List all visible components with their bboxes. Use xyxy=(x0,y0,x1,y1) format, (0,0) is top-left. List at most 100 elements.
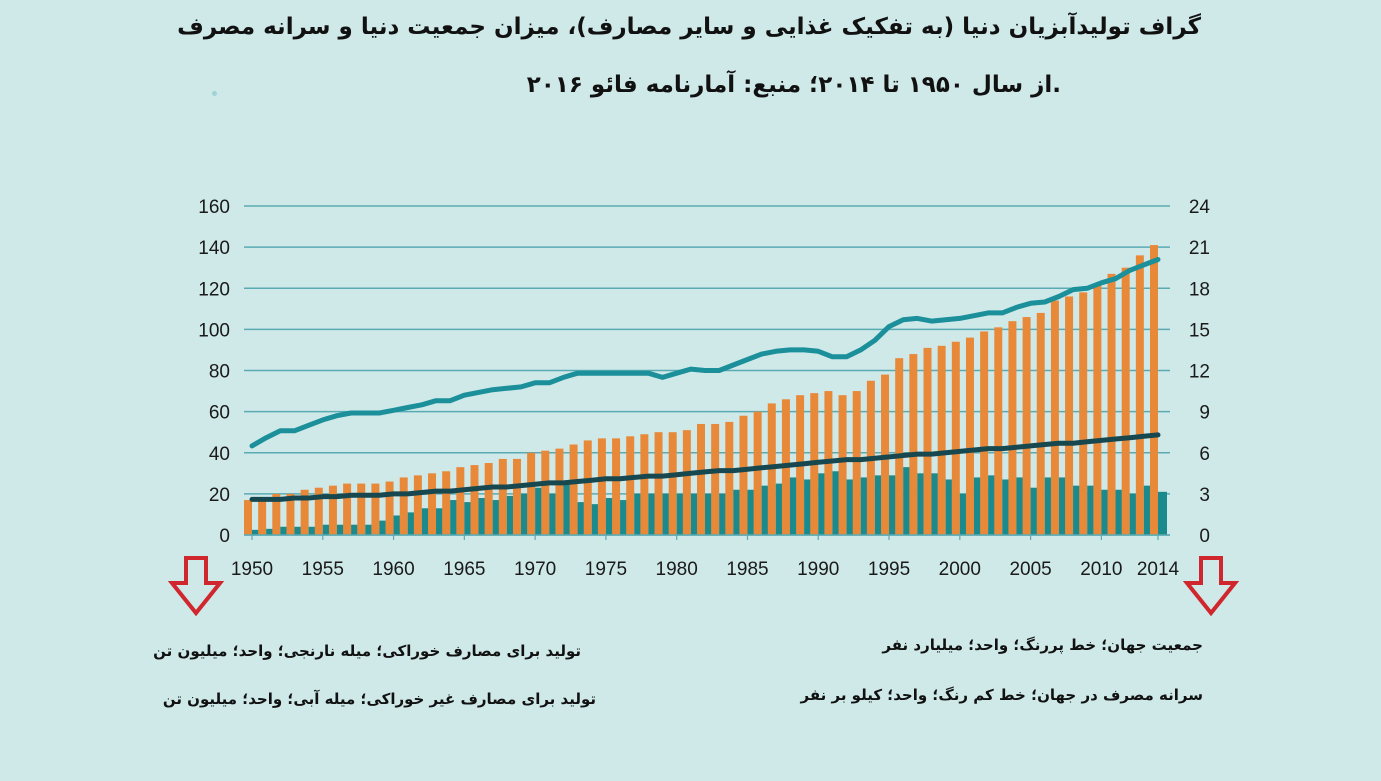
food-bar xyxy=(682,430,691,535)
food-bar xyxy=(923,347,932,535)
nonfood-bar xyxy=(648,493,658,535)
food-bar xyxy=(583,440,592,535)
nonfood-bar xyxy=(407,512,417,535)
nonfood-bar xyxy=(549,493,559,535)
nonfood-bar xyxy=(421,508,431,535)
food-bar xyxy=(640,434,649,535)
y-left-tick-label: 60 xyxy=(209,403,230,424)
chart-title-line-2: .از سال ۱۹۵۰ تا ۲۰۱۴؛ منبع: آمارنامه فائ… xyxy=(526,72,1061,98)
nonfood-bar xyxy=(1073,485,1083,535)
food-bar xyxy=(937,345,946,535)
food-bar xyxy=(597,438,606,535)
nonfood-bar xyxy=(393,515,403,535)
down-arrow-icon-right xyxy=(1183,556,1239,617)
y-right-tick-label: 0 xyxy=(1199,526,1210,547)
food-bar xyxy=(413,475,422,535)
food-bar xyxy=(541,450,550,535)
food-bar xyxy=(1022,317,1031,535)
nonfood-bar xyxy=(280,526,290,535)
nonfood-bar xyxy=(506,495,516,535)
food-bar xyxy=(385,481,394,535)
nonfood-bar xyxy=(577,502,587,535)
nonfood-bar xyxy=(832,471,842,535)
food-bar xyxy=(654,432,663,535)
nonfood-bar xyxy=(478,497,488,535)
x-tick-label: 1990 xyxy=(797,559,839,580)
food-bar xyxy=(314,487,323,535)
food-bar xyxy=(569,444,578,535)
x-tick-label: 1985 xyxy=(726,559,768,580)
food-bar xyxy=(980,331,989,535)
decorative-dot xyxy=(212,91,217,96)
y-right-tick-label: 24 xyxy=(1189,197,1211,218)
x-tick-label: 1975 xyxy=(585,559,627,580)
x-tick-label: 1965 xyxy=(443,559,485,580)
legend-per-capita-line: سرانه مصرف در جهان؛ خط کم رنگ؛ واحد؛ کیل… xyxy=(800,686,1204,704)
food-bar xyxy=(527,452,536,535)
food-bar xyxy=(739,415,748,535)
food-bar xyxy=(1065,296,1074,535)
nonfood-bar xyxy=(1002,479,1012,535)
nonfood-bar xyxy=(365,524,375,535)
food-bar xyxy=(512,458,521,535)
axes: 0 0 20 3 40 6 60 9 80 12 100 15 120 18 140 21 160 24 1950 1… xyxy=(198,197,1210,580)
food-bar xyxy=(456,467,465,535)
nonfood-bar xyxy=(1030,487,1040,535)
y-right-tick-label: 21 xyxy=(1189,238,1210,259)
food-bar xyxy=(286,493,295,535)
nonfood-bar xyxy=(988,475,998,535)
nonfood-bar xyxy=(591,504,601,535)
y-left-tick-label: 140 xyxy=(198,238,230,259)
food-bar xyxy=(428,473,437,535)
food-bar xyxy=(371,483,380,535)
food-bar xyxy=(258,500,267,535)
food-bar xyxy=(852,391,861,535)
nonfood-bar xyxy=(775,483,785,535)
nonfood-bar xyxy=(1044,477,1054,535)
nonfood-bar xyxy=(266,528,276,535)
nonfood-bar xyxy=(520,493,530,535)
food-bar xyxy=(442,471,451,535)
nonfood-bar xyxy=(1129,493,1139,535)
food-bar xyxy=(753,411,762,535)
nonfood-bar xyxy=(322,524,332,535)
food-bar xyxy=(1050,300,1059,535)
food-bar xyxy=(994,327,1003,535)
food-bar xyxy=(838,395,847,535)
nonfood-bar xyxy=(294,526,304,535)
nonfood-bar xyxy=(917,473,927,535)
nonfood-bar xyxy=(690,493,700,535)
food-bar xyxy=(498,458,507,535)
legend-food-bars: تولید برای مصارف خوراکی؛ میله نارنجی؛ وا… xyxy=(153,642,581,660)
food-bar xyxy=(555,448,564,535)
food-bar xyxy=(626,436,635,535)
y-left-tick-label: 0 xyxy=(219,526,230,547)
x-tick-label: 1970 xyxy=(514,559,556,580)
nonfood-bar xyxy=(761,485,771,535)
nonfood-bar xyxy=(605,497,615,535)
nonfood-bar xyxy=(959,493,969,535)
x-tick-label: 2000 xyxy=(939,559,981,580)
food-bar xyxy=(1093,284,1102,535)
nonfood-bar xyxy=(535,487,545,535)
food-bar xyxy=(965,337,974,535)
nonfood-bar xyxy=(1101,489,1111,535)
x-tick-label: 1960 xyxy=(372,559,414,580)
x-tick-label: 1950 xyxy=(231,559,273,580)
food-bar xyxy=(1121,267,1130,535)
food-bar xyxy=(484,463,493,535)
nonfood-bar xyxy=(351,524,361,535)
nonfood-bar xyxy=(747,489,757,535)
food-bar xyxy=(697,423,705,535)
nonfood-bar xyxy=(733,489,743,535)
food-bar xyxy=(1008,321,1017,535)
nonfood-bar xyxy=(719,493,729,535)
food-bar xyxy=(1079,292,1088,535)
y-right-tick-label: 9 xyxy=(1199,403,1210,424)
bars xyxy=(244,245,1167,535)
food-bar xyxy=(357,483,366,535)
nonfood-bar xyxy=(1143,485,1153,535)
nonfood-bar xyxy=(436,508,446,535)
food-bar xyxy=(725,421,734,535)
nonfood-bar xyxy=(492,500,502,535)
